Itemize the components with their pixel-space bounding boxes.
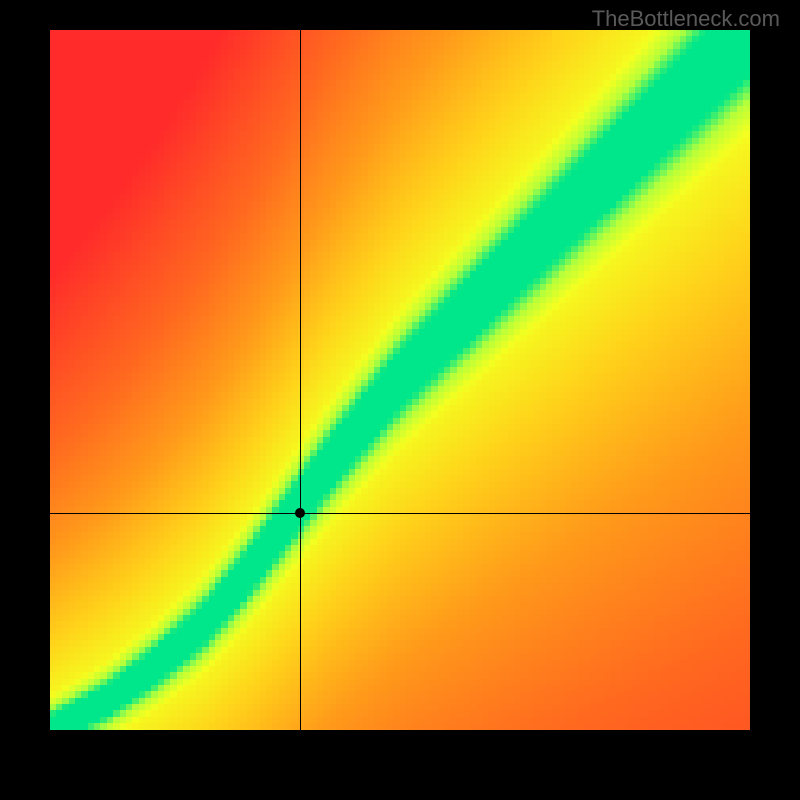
crosshair-vertical [300,30,301,730]
watermark-text: TheBottleneck.com [592,6,780,32]
bottleneck-marker [295,508,305,518]
chart-container: TheBottleneck.com [0,0,800,800]
plot-area [50,30,750,730]
heatmap-canvas [50,30,750,730]
crosshair-horizontal [50,513,750,514]
